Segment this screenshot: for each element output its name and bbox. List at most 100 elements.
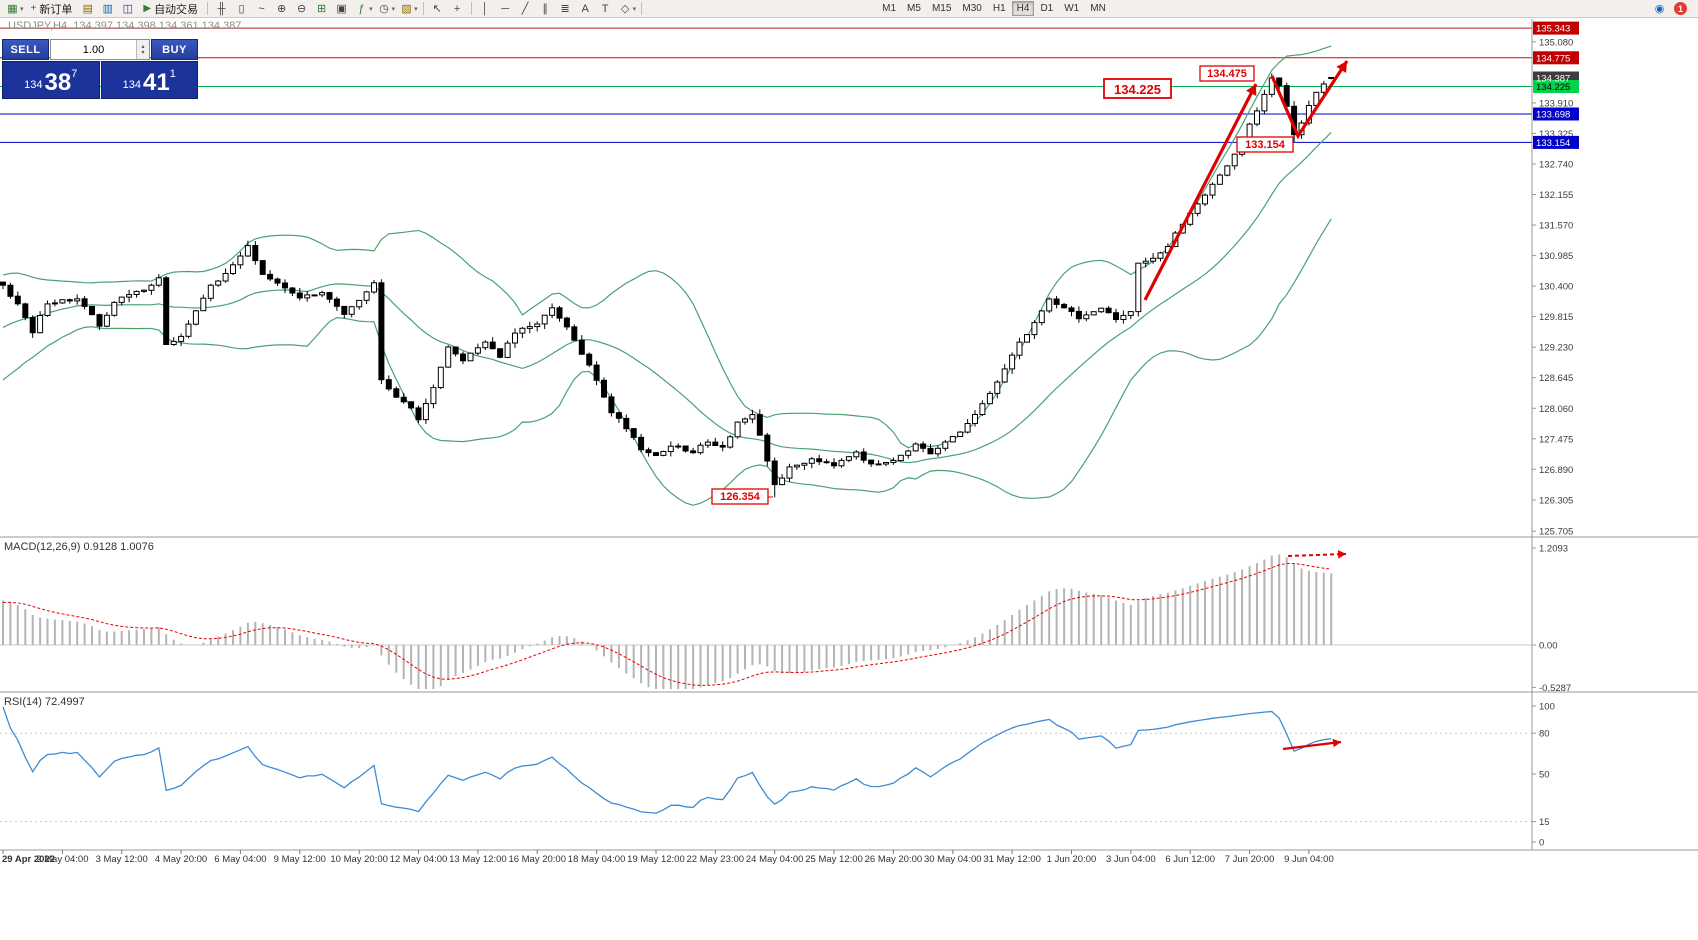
price-callout[interactable] bbox=[1103, 78, 1172, 99]
volume-spinner[interactable]: ▴ ▾ bbox=[136, 40, 149, 59]
horizontal-line-icon[interactable]: ─ bbox=[501, 2, 509, 15]
arrows-icon[interactable]: ◇ bbox=[620, 3, 630, 15]
time-axis-label: 12 May 04:00 bbox=[390, 854, 448, 865]
price-axis-label: 129.815 bbox=[1539, 312, 1573, 323]
periods-icon[interactable]: ◷ bbox=[379, 3, 389, 15]
rsi-arrow bbox=[1282, 740, 1342, 751]
profiles-icon[interactable]: ▤ bbox=[82, 3, 94, 15]
price-tag-label: 134.387 bbox=[1536, 74, 1570, 85]
time-axis-label: 10 May 20:00 bbox=[330, 854, 388, 865]
cursor-icon[interactable]: ↖ bbox=[432, 3, 442, 15]
timeframe-d1-button[interactable]: D1 bbox=[1040, 3, 1054, 14]
periods-icon-dropdown-icon[interactable]: ▾ bbox=[391, 5, 396, 13]
price-axis-label: 130.985 bbox=[1539, 251, 1573, 262]
time-axis-label: 19 May 12:00 bbox=[627, 854, 685, 865]
candlestick-type-icon[interactable]: ▯ bbox=[238, 3, 245, 15]
buy-big-figure: 134 bbox=[122, 79, 142, 91]
toolbar-separator bbox=[470, 2, 472, 15]
timeframe-m30-button[interactable]: M30 bbox=[962, 3, 982, 14]
macd-legend: MACD(12,26,9) 0.9128 1.0076 bbox=[4, 541, 154, 553]
notifications-badge[interactable]: 1 bbox=[1674, 2, 1687, 15]
time-axis-label: 18 May 04:00 bbox=[568, 854, 626, 865]
timeframe-m15-button[interactable]: M15 bbox=[931, 3, 952, 14]
macd-scale-label: 1.2093 bbox=[1539, 544, 1568, 555]
fibonacci-icon[interactable]: ≣ bbox=[560, 3, 570, 15]
price-axis-label: 131.570 bbox=[1539, 221, 1573, 232]
indicators-icon[interactable]: ƒ bbox=[358, 2, 365, 15]
auto-trading-button-label: 自动交易 bbox=[154, 3, 199, 16]
arrow-head bbox=[1246, 84, 1257, 96]
sell-big-figure: 134 bbox=[24, 79, 43, 91]
zoom-in-icon[interactable]: ⊕ bbox=[276, 3, 287, 15]
one-click-price-row: 134 38 7 134 41 1 bbox=[2, 61, 198, 99]
toolbar-separator bbox=[641, 2, 643, 15]
time-axis-label: 26 May 20:00 bbox=[865, 854, 923, 865]
price-axis-label: 128.060 bbox=[1539, 404, 1573, 415]
horizontal-lines[interactable] bbox=[0, 27, 1532, 143]
sell-price-display[interactable]: 134 38 7 bbox=[2, 61, 100, 99]
sell-button[interactable]: SELL bbox=[2, 39, 49, 60]
rsi-scale-label: 0 bbox=[1539, 838, 1544, 849]
line-chart-type-icon[interactable]: ~ bbox=[258, 2, 265, 15]
price-callout[interactable] bbox=[1199, 65, 1255, 82]
market-watch-icon[interactable]: ▥ bbox=[102, 3, 114, 15]
zoom-out-icon[interactable]: ⊖ bbox=[296, 3, 307, 15]
time-axis-label: 16 May 20:00 bbox=[508, 854, 566, 865]
price-axis-label: 126.305 bbox=[1539, 495, 1573, 506]
time-axis-label: 2 May 04:00 bbox=[36, 854, 88, 865]
new-order-button[interactable]: + 新订单 bbox=[26, 1, 78, 17]
vertical-line-icon[interactable]: │ bbox=[481, 2, 489, 15]
time-axis-label: 1 Jun 20:00 bbox=[1047, 854, 1097, 865]
indicators-icon-dropdown-icon[interactable]: ▾ bbox=[369, 5, 373, 13]
price-tag-label: 133.154 bbox=[1536, 138, 1570, 149]
bar-chart-type-icon[interactable]: ╫ bbox=[217, 2, 226, 15]
trendline-icon[interactable]: ╱ bbox=[521, 3, 529, 15]
data-window-icon[interactable]: ◫ bbox=[122, 3, 134, 15]
buy-button[interactable]: BUY bbox=[151, 39, 198, 60]
rsi-legend: RSI(14) 72.4997 bbox=[4, 696, 85, 708]
macd-scale-label: 0.00 bbox=[1539, 641, 1558, 652]
price-axis-label: 126.890 bbox=[1539, 465, 1573, 476]
arrows-icon-dropdown-icon[interactable]: ▾ bbox=[632, 5, 637, 13]
templates-icon-dropdown-icon[interactable]: ▾ bbox=[414, 5, 418, 13]
timeframe-m5-button[interactable]: M5 bbox=[907, 3, 921, 14]
new-chart-icon-dropdown-icon[interactable]: ▾ bbox=[20, 5, 24, 13]
time-axis-label: 3 May 12:00 bbox=[96, 854, 148, 865]
price-axis-label: 130.400 bbox=[1539, 282, 1573, 293]
equidistant-channel-icon[interactable]: ∥ bbox=[542, 3, 548, 15]
new-order-button-label: 新订单 bbox=[39, 3, 73, 16]
macd-scale-label: -0.5287 bbox=[1539, 683, 1571, 694]
trend-arrows[interactable] bbox=[1143, 60, 1349, 751]
macd-histogram bbox=[2, 554, 1333, 689]
auto-trading-button[interactable]: ▶ 自动交易 bbox=[138, 1, 203, 17]
volume-value: 1.00 bbox=[82, 43, 105, 56]
time-axis-label: 31 May 12:00 bbox=[983, 854, 1041, 865]
buy-price-display[interactable]: 134 41 1 bbox=[100, 61, 198, 99]
tile-windows-icon[interactable]: ⊞ bbox=[316, 3, 327, 15]
sell-point: 7 bbox=[71, 68, 78, 80]
one-click-trading-panel: SELL 1.00 ▴ ▾ BUY 134 38 7 134 41 1 bbox=[2, 39, 198, 99]
price-callout[interactable] bbox=[1236, 136, 1294, 153]
text-icon[interactable]: A bbox=[581, 2, 589, 15]
volume-input[interactable]: 1.00 ▴ ▾ bbox=[50, 39, 150, 60]
timeframe-mn-button[interactable]: MN bbox=[1090, 3, 1106, 14]
crosshair-icon[interactable]: + bbox=[453, 2, 461, 15]
volume-increase-icon[interactable]: ▴ bbox=[141, 43, 145, 50]
templates-icon[interactable]: ▨ bbox=[401, 3, 412, 15]
timeframe-w1-button[interactable]: W1 bbox=[1064, 3, 1080, 14]
time-axis-label: 22 May 23:00 bbox=[687, 854, 745, 865]
buy-pips: 41 bbox=[143, 68, 170, 96]
rsi-scale-label: 100 bbox=[1539, 702, 1555, 713]
volume-decrease-icon[interactable]: ▾ bbox=[141, 49, 145, 56]
timeframe-h4-button[interactable]: H4 bbox=[1011, 1, 1035, 16]
community-icon[interactable]: ◉ bbox=[1654, 3, 1665, 15]
timeframe-h1-button[interactable]: H1 bbox=[992, 3, 1006, 14]
timeframe-m1-button[interactable]: M1 bbox=[882, 3, 897, 14]
time-axis-label: 9 May 12:00 bbox=[274, 854, 326, 865]
arrange-windows-icon[interactable]: ▣ bbox=[336, 3, 347, 15]
new-chart-icon[interactable]: ▦ bbox=[7, 3, 18, 15]
price-axis-label: 129.230 bbox=[1539, 343, 1573, 354]
time-axis-label: 4 May 20:00 bbox=[155, 854, 207, 865]
text-label-icon[interactable]: T bbox=[601, 2, 609, 15]
